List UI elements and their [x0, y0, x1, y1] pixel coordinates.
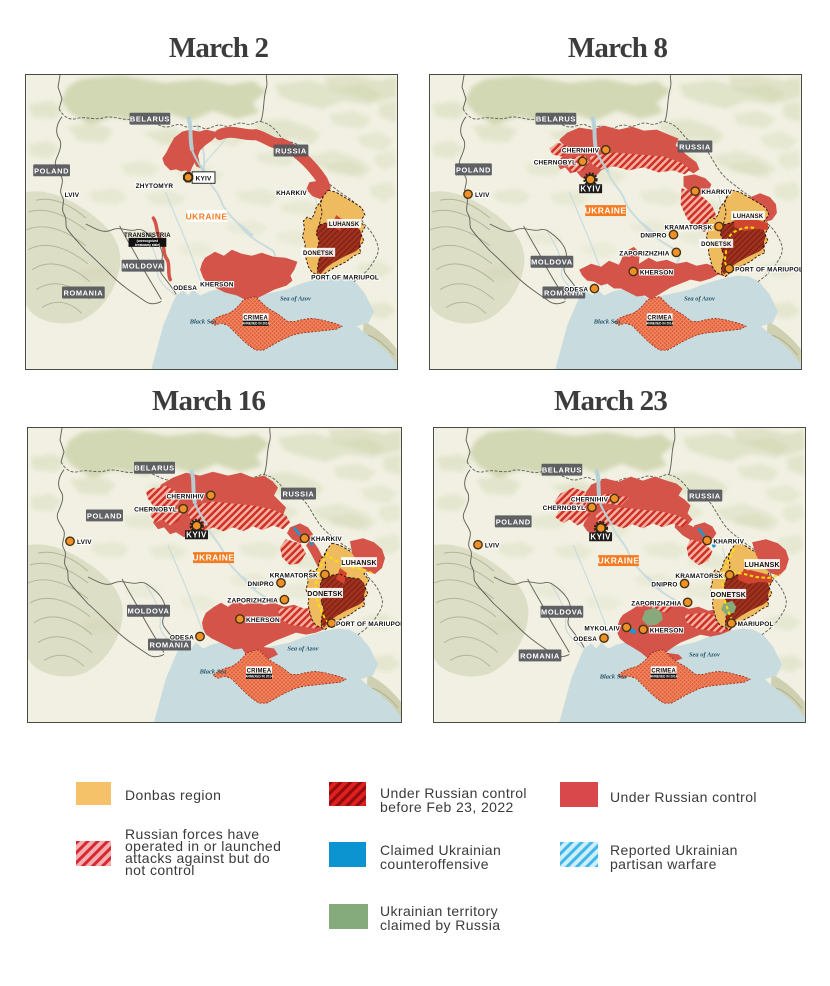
svg-text:CRIMEA: CRIMEA [647, 315, 672, 321]
svg-text:KHERSON: KHERSON [640, 269, 674, 276]
svg-text:POLAND: POLAND [34, 166, 69, 175]
svg-text:KYIV: KYIV [196, 176, 212, 183]
svg-text:ANNEXED IN 2014: ANNEXED IN 2014 [646, 322, 674, 326]
svg-text:KRAMATORSK: KRAMATORSK [664, 224, 712, 231]
svg-text:ZAPORIZHZHIA: ZAPORIZHZHIA [227, 598, 278, 605]
svg-text:CHERNOBYL: CHERNOBYL [534, 159, 577, 166]
svg-text:RUSSIA: RUSSIA [679, 142, 711, 151]
svg-text:KRAMATORSK: KRAMATORSK [270, 573, 318, 580]
svg-text:ZHYTOMYR: ZHYTOMYR [136, 183, 174, 190]
svg-text:ODESA: ODESA [564, 287, 588, 294]
svg-text:MOLDOVA: MOLDOVA [531, 258, 573, 267]
svg-text:PORT OF MARIUPOL: PORT OF MARIUPOL [311, 275, 379, 282]
svg-text:ROMANIA: ROMANIA [149, 641, 189, 650]
svg-text:POLAND: POLAND [456, 165, 491, 174]
svg-text:DNIPRO: DNIPRO [640, 233, 666, 240]
svg-text:LVIV: LVIV [77, 539, 92, 546]
svg-text:RUSSIA: RUSSIA [689, 492, 721, 501]
svg-text:KHERSON: KHERSON [650, 627, 684, 634]
svg-text:KRAMATORSK: KRAMATORSK [675, 573, 723, 580]
svg-text:CRIMEA: CRIMEA [243, 315, 268, 321]
svg-text:ROMANIA: ROMANIA [64, 289, 104, 298]
svg-text:BELARUS: BELARUS [134, 464, 174, 473]
svg-text:MYKOLAIV: MYKOLAIV [584, 625, 620, 632]
svg-text:DNIPRO: DNIPRO [248, 581, 274, 588]
svg-text:DNIPRO: DNIPRO [651, 582, 677, 589]
svg-text:KYIV: KYIV [590, 533, 611, 542]
svg-text:KYIV: KYIV [186, 531, 207, 540]
svg-text:MOLDOVA: MOLDOVA [122, 262, 164, 271]
svg-text:(unrecognized: (unrecognized [137, 239, 159, 243]
svg-text:BELARUS: BELARUS [542, 466, 582, 475]
svg-text:UKRAINE: UKRAINE [186, 212, 228, 222]
svg-text:ZAPORIZHZHIA: ZAPORIZHZHIA [631, 600, 681, 607]
svg-text:LVIV: LVIV [475, 192, 490, 199]
svg-text:CHERNOBYL: CHERNOBYL [543, 505, 586, 512]
svg-text:CHERNIHIV: CHERNIHIV [562, 147, 600, 154]
svg-text:POLAND: POLAND [496, 517, 531, 526]
svg-text:ZAPORIZHZHIA: ZAPORIZHZHIA [619, 250, 669, 257]
svg-text:breakaway state): breakaway state) [135, 243, 160, 247]
svg-text:RUSSIA: RUSSIA [283, 490, 315, 499]
svg-text:POLAND: POLAND [87, 511, 122, 520]
svg-text:LUHANSK: LUHANSK [744, 562, 779, 569]
svg-text:Sea of Azov: Sea of Azov [684, 295, 715, 302]
svg-text:MOLDOVA: MOLDOVA [128, 607, 170, 616]
svg-text:PORT OF MARIUPOL: PORT OF MARIUPOL [735, 267, 802, 274]
svg-text:UKRAINE: UKRAINE [598, 556, 640, 566]
svg-text:KYIV: KYIV [580, 185, 601, 194]
svg-text:MARIUPOL: MARIUPOL [738, 621, 774, 628]
svg-text:PORT OF MARIUPOL: PORT OF MARIUPOL [336, 621, 402, 628]
svg-text:BELARUS: BELARUS [536, 115, 576, 124]
svg-text:CHERNIHIV: CHERNIHIV [571, 497, 609, 504]
svg-text:Sea of Azov: Sea of Azov [287, 646, 318, 653]
svg-text:CRIMEA: CRIMEA [247, 668, 272, 674]
svg-text:KHARKIV: KHARKIV [276, 190, 307, 197]
svg-text:UKRAINE: UKRAINE [585, 206, 627, 216]
svg-text:TRANSNISTRIA: TRANSNISTRIA [124, 233, 171, 239]
svg-text:LUHANSK: LUHANSK [329, 222, 360, 228]
svg-text:Black Sea: Black Sea [599, 673, 627, 680]
svg-text:KHERSON: KHERSON [246, 617, 280, 624]
svg-text:Sea of Azov: Sea of Azov [280, 295, 311, 302]
svg-text:MOLDOVA: MOLDOVA [541, 608, 583, 617]
svg-text:LVIV: LVIV [65, 192, 80, 199]
svg-text:ROMANIA: ROMANIA [520, 651, 560, 660]
svg-text:CRIMEA: CRIMEA [651, 668, 676, 674]
svg-text:CHERNOBYL: CHERNOBYL [134, 507, 177, 514]
svg-text:ANNEXED IN 2014: ANNEXED IN 2014 [650, 675, 678, 679]
svg-text:CHERNIHIV: CHERNIHIV [166, 493, 204, 500]
svg-text:KHARKIV: KHARKIV [713, 539, 744, 546]
svg-text:Black Sea: Black Sea [593, 318, 621, 325]
svg-text:ROMANIA: ROMANIA [544, 289, 584, 298]
svg-text:ODESA: ODESA [573, 636, 597, 643]
svg-text:LVIV: LVIV [485, 543, 500, 550]
svg-text:Sea of Azov: Sea of Azov [689, 651, 720, 658]
svg-text:LUHANSK: LUHANSK [733, 214, 764, 220]
svg-text:KHERSON: KHERSON [200, 282, 234, 289]
svg-text:UKRAINE: UKRAINE [192, 553, 234, 563]
svg-text:ODESA: ODESA [173, 285, 197, 292]
svg-text:ANNEXED IN 2014: ANNEXED IN 2014 [242, 322, 270, 326]
svg-text:DONETSK: DONETSK [711, 592, 746, 599]
svg-text:DONETSK: DONETSK [303, 251, 334, 257]
svg-text:DONETSK: DONETSK [701, 242, 732, 248]
svg-text:ODESA: ODESA [170, 634, 194, 641]
svg-text:DONETSK: DONETSK [307, 591, 343, 598]
svg-text:LUHANSK: LUHANSK [341, 560, 377, 567]
svg-text:ANNEXED IN 2014: ANNEXED IN 2014 [245, 675, 273, 679]
svg-text:KHARKIV: KHARKIV [311, 536, 342, 543]
svg-text:KHARKIV: KHARKIV [701, 189, 732, 196]
svg-text:BELARUS: BELARUS [130, 115, 170, 124]
svg-text:Black Sea: Black Sea [189, 318, 217, 325]
svg-text:Black Sea: Black Sea [199, 668, 228, 675]
svg-text:RUSSIA: RUSSIA [275, 146, 307, 155]
